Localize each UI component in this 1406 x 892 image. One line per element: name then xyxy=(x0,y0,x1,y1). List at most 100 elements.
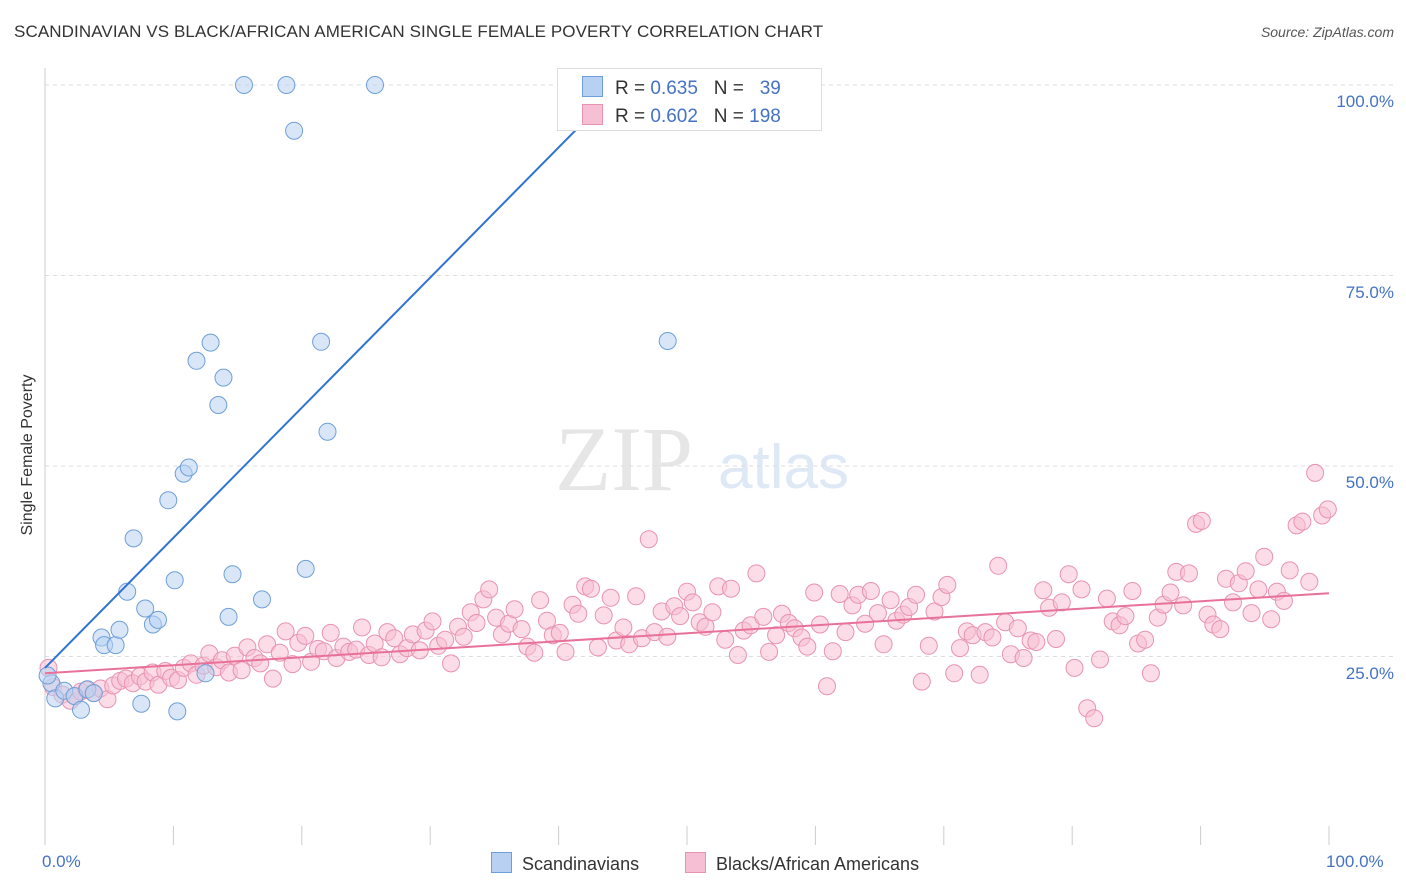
black-african-american-point xyxy=(627,587,646,606)
scandinavian-point xyxy=(277,76,296,94)
scandinavian-point xyxy=(132,694,151,713)
black-african-american-point xyxy=(836,623,855,642)
black-african-american-point xyxy=(601,588,620,607)
black-african-american-point xyxy=(925,602,944,621)
black-african-american-point xyxy=(1192,511,1211,530)
scandinavian-point xyxy=(165,571,184,590)
black-african-american-point xyxy=(1136,630,1155,649)
black-african-american-point xyxy=(276,622,295,641)
black-african-american-point xyxy=(232,661,251,680)
black-african-american-point xyxy=(671,607,690,626)
black-african-american-point xyxy=(1008,619,1027,638)
black-african-american-point xyxy=(1085,709,1104,728)
x-tick-label-max: 100.0% xyxy=(1326,852,1384,871)
black-african-american-point xyxy=(525,643,544,662)
scandinavian-point xyxy=(201,333,220,352)
black-african-american-point xyxy=(1034,581,1053,600)
black-african-american-point xyxy=(907,585,925,604)
black-african-american-point xyxy=(353,618,371,637)
black-african-american-point xyxy=(283,655,302,674)
black-african-american-point xyxy=(868,604,887,623)
black-african-american-point xyxy=(1318,500,1337,519)
bottom-legend-swatch-blue xyxy=(491,852,512,873)
y-tick-label: 75.0% xyxy=(1345,282,1394,302)
black-african-american-point xyxy=(442,654,460,673)
black-african-american-trend-line xyxy=(44,592,1330,675)
black-african-american-point xyxy=(263,669,282,688)
black-african-american-point xyxy=(423,612,442,631)
black-african-american-point xyxy=(1047,630,1065,648)
black-african-american-point xyxy=(1180,564,1198,583)
black-african-american-point xyxy=(951,639,969,658)
black-african-american-point xyxy=(1072,580,1091,599)
axes xyxy=(44,68,1330,845)
watermark-atlas: atlas xyxy=(718,433,849,502)
scandinavian-point xyxy=(223,565,242,584)
black-african-american-point xyxy=(1123,582,1142,600)
watermark-zip: ZIP xyxy=(555,408,693,510)
chart-title: SCANDINAVIAN VS BLACK/AFRICAN AMERICAN S… xyxy=(14,22,824,41)
legend-r-label: R = xyxy=(615,106,646,127)
y-tick-label: 100.0% xyxy=(1336,92,1394,111)
legend-row-blacks: R = 0.602 N = 198 xyxy=(582,104,781,128)
black-african-american-point xyxy=(1236,562,1255,581)
black-african-american-point xyxy=(754,607,773,626)
legend-swatch-blue xyxy=(582,76,603,97)
black-african-american-point xyxy=(1174,596,1193,615)
scandinavian-point xyxy=(124,529,143,548)
scandinavian-point xyxy=(366,76,384,94)
black-african-american-point xyxy=(505,600,524,619)
black-african-american-point xyxy=(1249,580,1268,599)
black-african-american-point xyxy=(683,593,702,612)
black-african-american-point xyxy=(467,614,486,632)
scandinavian-point xyxy=(118,582,137,601)
black-african-american-point xyxy=(919,636,938,655)
black-african-american-point xyxy=(989,556,1008,575)
black-african-american-point xyxy=(225,646,244,665)
black-african-american-point xyxy=(1097,589,1116,608)
scandinavian-point xyxy=(179,458,198,477)
legend-n-label: N = xyxy=(713,106,744,127)
stats-legend: R = 0.635 N = 39 R = 0.602 N = 198 xyxy=(557,68,822,131)
y-tick-label: 50.0% xyxy=(1345,473,1394,492)
black-african-american-point xyxy=(639,530,658,549)
black-african-american-point xyxy=(912,672,931,691)
black-african-american-point xyxy=(728,646,747,664)
legend-row-scandinavians: R = 0.635 N = 39 xyxy=(582,76,781,100)
black-african-american-point xyxy=(1211,620,1230,639)
black-african-american-point xyxy=(480,580,499,599)
black-african-american-point xyxy=(1027,633,1046,651)
black-african-american-point xyxy=(1052,593,1071,612)
black-african-american-point xyxy=(970,665,989,684)
black-african-american-point xyxy=(385,629,404,648)
black-african-american-point xyxy=(296,626,315,645)
scandinavian-point xyxy=(110,620,129,639)
scandinavian-point xyxy=(312,332,331,351)
black-african-american-point xyxy=(594,606,613,625)
scandinavian-point xyxy=(168,702,187,721)
black-african-american-point xyxy=(588,638,607,657)
bottom-legend-label: Scandinavians xyxy=(522,854,640,874)
black-african-american-point xyxy=(818,677,836,696)
black-african-american-point xyxy=(798,637,817,656)
black-african-american-point xyxy=(722,579,740,598)
legend-swatch-pink xyxy=(582,104,603,125)
black-african-american-point xyxy=(1306,463,1325,482)
scandinavian-point xyxy=(235,76,253,94)
black-african-american-point xyxy=(1014,649,1033,667)
black-african-american-point xyxy=(1141,664,1160,683)
black-african-american-point xyxy=(760,642,779,661)
black-african-american-point xyxy=(1262,610,1281,629)
scandinavian-point xyxy=(318,422,337,441)
bottom-legend-swatch-pink xyxy=(685,852,706,873)
scandinavian-point xyxy=(209,396,228,414)
black-african-american-point xyxy=(805,583,824,602)
watermark: ZIP atlas xyxy=(555,408,849,510)
black-african-american-point xyxy=(874,635,893,654)
black-african-american-point xyxy=(1091,650,1109,669)
black-african-american-point xyxy=(1065,658,1084,677)
black-african-american-point xyxy=(983,628,1002,647)
black-african-american-point xyxy=(512,620,531,639)
legend-n-value: 39 xyxy=(759,78,781,99)
scandinavian-point xyxy=(214,368,233,387)
